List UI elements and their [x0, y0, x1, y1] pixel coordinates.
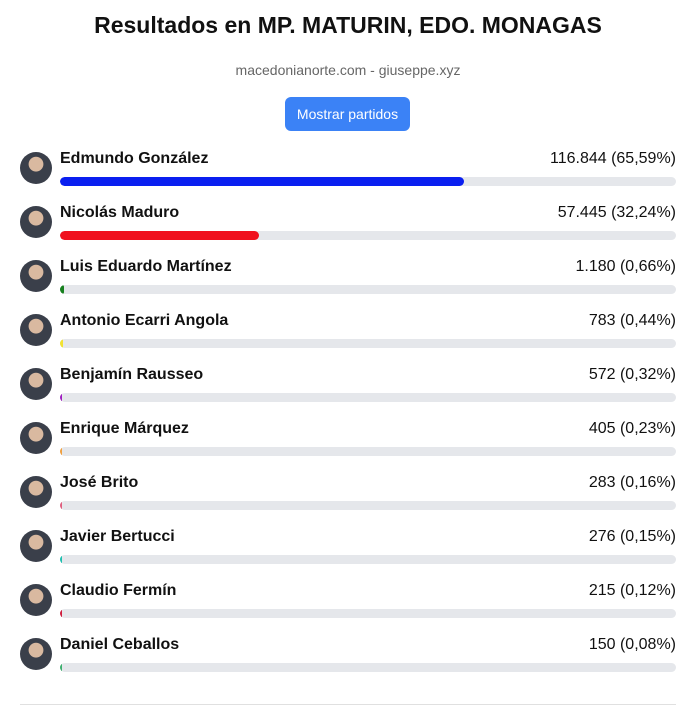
bar-track	[60, 555, 676, 564]
vote-bar	[60, 663, 62, 672]
bar-track	[60, 339, 676, 348]
bar-track	[60, 231, 676, 240]
candidate-avatar	[20, 422, 52, 454]
subtitle: macedonianorte.com - giuseppe.xyz	[235, 62, 461, 78]
candidate-name: Claudio Fermín	[60, 582, 177, 599]
candidate-name: Antonio Ecarri Angola	[60, 312, 229, 329]
candidate-name: Javier Bertucci	[60, 528, 175, 545]
vote-label: 1.180 (0,66%)	[575, 258, 676, 275]
vote-bar	[60, 285, 65, 294]
toggle-button[interactable]: Mostrar partidos	[285, 97, 410, 131]
title: Resultados en MP. MATURIN, EDO. MONAGAS	[94, 12, 602, 38]
divider	[20, 704, 676, 705]
vote-bar	[60, 447, 62, 456]
vote-label: 572 (0,32%)	[588, 366, 676, 383]
vote-bar	[60, 609, 62, 618]
vote-bar	[60, 501, 62, 510]
candidate-avatar	[20, 260, 52, 292]
vote-bar	[60, 231, 259, 240]
vote-label: 405 (0,23%)	[588, 420, 676, 437]
candidate-avatar	[20, 638, 52, 670]
bar-track	[60, 501, 676, 510]
vote-bar	[60, 177, 465, 186]
bar-track	[60, 393, 676, 402]
candidate-avatar	[20, 368, 52, 400]
vote-label: 283 (0,16%)	[588, 474, 676, 491]
candidate-avatar	[20, 206, 52, 238]
candidate-name: Nicolás Maduro	[60, 204, 180, 221]
candidate-avatar	[20, 314, 52, 346]
bar-track	[60, 609, 676, 618]
vote-label: 150 (0,08%)	[588, 636, 676, 653]
vote-label: 215 (0,12%)	[588, 582, 676, 599]
vote-label: 276 (0,15%)	[588, 528, 676, 545]
candidate-avatar	[20, 584, 52, 616]
vote-label: 783 (0,44%)	[588, 312, 676, 329]
vote-label: 116.844 (65,59%)	[549, 150, 676, 167]
bar-track	[60, 447, 676, 456]
vote-label: 57.445 (32,24%)	[557, 204, 676, 221]
candidate-avatar	[20, 530, 52, 562]
candidate-name: José Brito	[60, 474, 139, 491]
vote-bar	[60, 339, 63, 348]
candidate-name: Benjamín Rausseo	[60, 366, 204, 383]
vote-bar	[60, 555, 62, 564]
candidate-name: Luis Eduardo Martínez	[60, 258, 232, 275]
candidate-name: Enrique Márquez	[60, 420, 189, 437]
candidate-name: Daniel Ceballos	[60, 636, 180, 653]
candidate-avatar	[20, 476, 52, 508]
vote-bar	[60, 393, 62, 402]
candidate-name: Edmundo González	[60, 150, 209, 167]
bar-track	[60, 177, 676, 186]
bar-track	[60, 285, 676, 294]
candidate-avatar	[20, 152, 52, 184]
bar-track	[60, 663, 676, 672]
